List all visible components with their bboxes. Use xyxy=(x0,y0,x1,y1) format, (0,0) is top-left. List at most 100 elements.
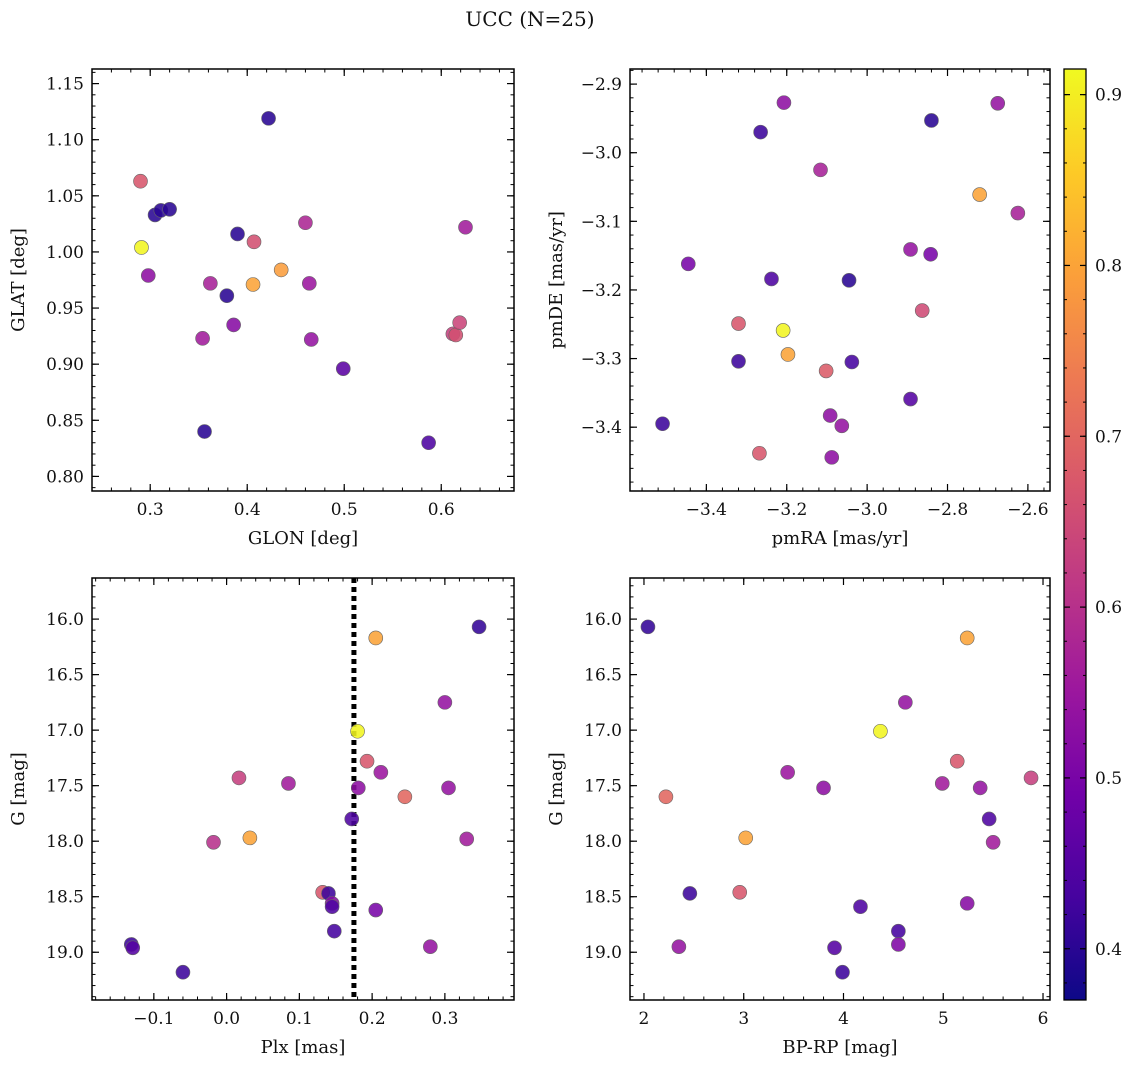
data-point xyxy=(421,435,436,451)
data-point xyxy=(752,445,767,461)
data-point xyxy=(934,776,950,791)
data-point xyxy=(834,418,850,434)
x-tick-label: 0.5 xyxy=(331,500,358,520)
data-point xyxy=(891,923,906,939)
data-point xyxy=(731,354,746,369)
data-point xyxy=(261,111,276,126)
x-tick-label: 4 xyxy=(838,1009,849,1029)
x-tick-label: 0.3 xyxy=(137,500,164,520)
x-tick-label: 2 xyxy=(639,1009,650,1029)
data-point xyxy=(245,277,261,292)
y-tick-label: −3.1 xyxy=(581,212,622,232)
colorbar-tick-label: 0.8 xyxy=(1095,256,1122,276)
data-point xyxy=(125,940,141,956)
data-point xyxy=(452,315,467,330)
data-point xyxy=(775,323,791,338)
data-point xyxy=(972,187,987,202)
y-tick-label: 1.15 xyxy=(46,75,84,95)
y-tick-label: 18.0 xyxy=(584,832,622,852)
x-tick-label: 0.1 xyxy=(286,1009,313,1029)
data-point xyxy=(350,780,366,796)
data-point xyxy=(682,886,698,901)
plot-frame xyxy=(629,577,1051,1001)
y-tick-label: −3.3 xyxy=(581,350,622,370)
data-point xyxy=(853,899,868,915)
data-point xyxy=(924,113,939,128)
data-point xyxy=(298,215,313,231)
y-tick-label: −3.4 xyxy=(581,418,622,438)
panel-pm: −3.4 −3.2 −3.0 −2.8 −2.6 −3.4 −3.3 −3.2 −3.1 −3.0… xyxy=(546,68,1051,549)
colorbar-tick-label: 0.6 xyxy=(1095,598,1122,618)
data-point xyxy=(990,96,1006,111)
data-point xyxy=(873,723,888,739)
plot-frame xyxy=(91,577,515,1001)
data-point xyxy=(822,408,838,423)
x-tick-label: −2.6 xyxy=(1007,500,1048,520)
data-point xyxy=(731,316,746,331)
data-point xyxy=(326,923,342,939)
data-point xyxy=(658,789,674,805)
data-point xyxy=(835,964,850,980)
x-axis-label: Plx [mas] xyxy=(261,1037,346,1058)
data-point xyxy=(680,256,696,272)
data-point xyxy=(162,201,177,217)
data-point xyxy=(273,262,289,278)
data-point xyxy=(459,831,475,847)
data-point xyxy=(203,276,218,291)
data-point xyxy=(350,723,365,739)
data-point xyxy=(972,780,988,796)
x-tick-label: 0.6 xyxy=(428,500,455,520)
data-point xyxy=(195,331,210,346)
y-tick-label: 1.05 xyxy=(46,187,84,207)
data-point xyxy=(324,899,340,915)
data-point xyxy=(753,124,768,140)
x-tick-label: −3.2 xyxy=(766,500,807,520)
data-point xyxy=(373,765,389,780)
data-point xyxy=(914,303,930,318)
data-point xyxy=(985,835,1001,850)
data-point xyxy=(824,450,840,465)
data-point xyxy=(242,830,258,846)
data-point xyxy=(458,219,473,235)
x-tick-label: −2.8 xyxy=(927,500,968,520)
y-tick-label: 16.0 xyxy=(46,610,84,630)
data-point xyxy=(640,619,656,635)
data-point xyxy=(206,835,221,850)
x-tick-label: 5 xyxy=(938,1009,949,1029)
data-point xyxy=(423,939,438,954)
plot-frame xyxy=(91,68,515,492)
y-tick-label: 0.85 xyxy=(46,411,84,431)
y-tick-label: 17.0 xyxy=(584,721,622,741)
colorbar: 0.4 0.5 0.6 0.7 0.8 0.9 xyxy=(1063,68,1122,1001)
data-point xyxy=(471,619,487,635)
data-point xyxy=(903,391,918,407)
y-axis-label: GLAT [deg] xyxy=(8,228,29,332)
data-point xyxy=(1010,205,1026,221)
y-tick-label: −3.0 xyxy=(581,144,622,164)
data-point xyxy=(898,695,913,710)
data-point xyxy=(140,268,156,283)
x-axis-label: pmRA [mas/yr] xyxy=(772,528,909,549)
data-point xyxy=(1023,770,1039,786)
colorbar-tick-label: 0.9 xyxy=(1095,86,1122,106)
x-tick-label: 0.2 xyxy=(359,1009,386,1029)
data-point xyxy=(359,753,375,769)
data-point xyxy=(441,780,456,796)
y-axis-label: G [mag] xyxy=(546,752,567,825)
data-point xyxy=(368,630,384,646)
data-point xyxy=(175,964,191,980)
data-point xyxy=(281,776,296,791)
y-tick-label: 1.00 xyxy=(46,243,84,263)
plot-frame xyxy=(629,68,1051,492)
data-point xyxy=(949,753,965,769)
data-point xyxy=(780,765,795,780)
data-point xyxy=(738,830,754,846)
data-point xyxy=(302,276,317,291)
data-point xyxy=(303,332,319,347)
x-tick-label: 6 xyxy=(1038,1009,1049,1029)
y-tick-label: 0.90 xyxy=(46,355,84,375)
colorbar-gradient xyxy=(1063,68,1087,1001)
y-tick-label: 16.0 xyxy=(584,610,622,630)
data-point xyxy=(903,242,918,257)
data-point xyxy=(818,363,834,379)
